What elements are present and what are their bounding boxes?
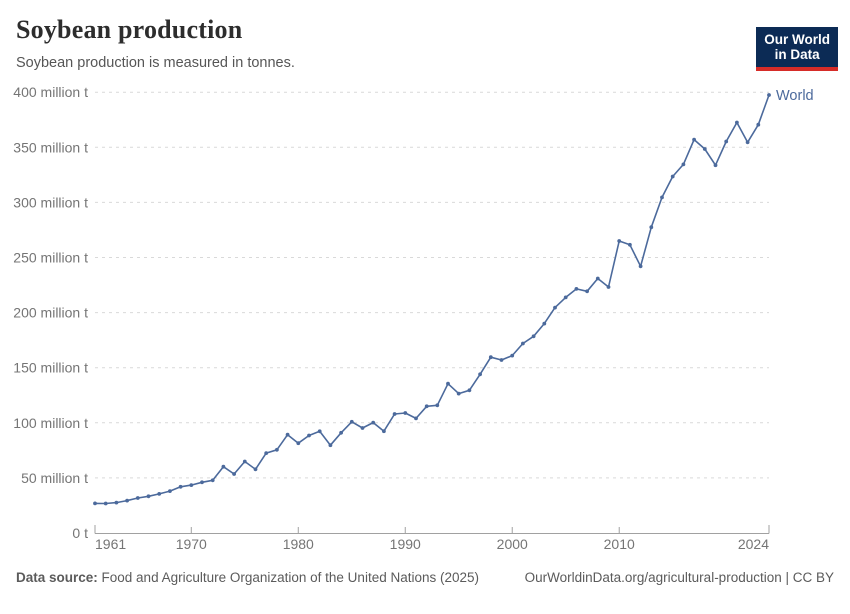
data-point-marker (275, 447, 279, 452)
data-point-marker (210, 478, 215, 483)
data-point-marker (478, 372, 482, 377)
data-point-marker (574, 287, 579, 291)
data-point-marker (499, 358, 504, 362)
owid-url-link[interactable]: OurWorldinData.org/agricultural-producti… (524, 570, 834, 585)
data-point-marker (510, 353, 515, 358)
data-point-marker (339, 430, 343, 435)
data-point-marker (713, 163, 718, 168)
data-point-marker (767, 93, 771, 97)
y-axis-tick-label: 300 million t (13, 194, 88, 210)
data-point-marker (382, 429, 386, 434)
data-point-marker (296, 441, 301, 446)
data-point-marker (285, 432, 290, 437)
data-point-marker (756, 122, 761, 127)
data-point-marker (371, 420, 376, 425)
series-end-label: World (776, 88, 814, 104)
data-point-marker (93, 501, 97, 506)
y-axis-tick-label: 400 million t (13, 85, 88, 100)
x-axis-tick-label: 1990 (390, 536, 421, 552)
data-point-marker (264, 451, 269, 455)
data-point-marker (328, 443, 333, 448)
data-point-marker (200, 480, 204, 485)
y-axis-tick-label: 50 million t (21, 470, 88, 486)
x-axis-tick-label: 2024 (738, 536, 769, 552)
y-axis-tick-label: 0 t (72, 525, 88, 541)
page-subtitle: Soybean production is measured in tonnes… (16, 55, 295, 71)
data-point-marker (617, 239, 622, 243)
data-point-marker (317, 429, 322, 434)
owid-logo-line2: in Data (774, 47, 820, 62)
owid-logo-line1: Our World (764, 32, 830, 47)
data-point-marker (157, 492, 162, 496)
data-point-marker (146, 494, 151, 499)
x-axis-tick-label: 1970 (176, 536, 207, 552)
data-source-note: Data source: Food and Agriculture Organi… (16, 569, 479, 586)
data-source-text: Food and Agriculture Organization of the… (97, 570, 480, 585)
world-series-line[interactable] (94, 94, 770, 505)
data-point-marker (178, 484, 183, 489)
data-point-marker (221, 464, 226, 469)
data-point-marker (660, 195, 664, 200)
data-point-marker (563, 295, 568, 300)
data-point-marker (168, 489, 172, 493)
data-point-marker (553, 305, 557, 310)
data-point-marker (521, 341, 525, 346)
data-point-marker (360, 426, 365, 430)
line-chart: 0 t 50 million t 100 million t 150 million … (13, 84, 814, 552)
data-point-marker (702, 147, 707, 151)
owid-logo[interactable]: Our World in Data (756, 27, 838, 71)
data-point-marker (446, 381, 450, 386)
data-point-marker (670, 174, 675, 179)
data-point-marker (585, 289, 589, 294)
y-axis-tick-label: 350 million t (13, 139, 88, 155)
data-point-marker (735, 120, 739, 125)
x-axis-tick-label: 2000 (497, 536, 528, 552)
data-point-marker (638, 264, 643, 269)
data-point-marker (724, 139, 729, 144)
data-point-marker (189, 483, 194, 487)
data-point-marker (414, 416, 418, 421)
data-source-label: Data source: (16, 570, 98, 585)
data-point-marker (745, 140, 750, 145)
data-point-marker (542, 321, 547, 326)
data-point-marker (692, 137, 696, 142)
data-point-marker (307, 433, 311, 438)
data-point-marker (595, 276, 600, 281)
data-point-marker (125, 498, 129, 503)
data-point-marker (114, 500, 119, 505)
data-point-marker (628, 242, 632, 247)
data-point-marker (488, 355, 493, 360)
x-axis-tick-label: 1980 (283, 536, 314, 552)
data-point-marker (435, 403, 440, 408)
data-point-marker (606, 285, 611, 289)
chart-area: 0 t 50 million t 100 million t 150 million … (0, 84, 850, 560)
x-axis-tick-label: 2010 (604, 536, 635, 552)
data-point-marker (103, 501, 108, 506)
data-point-marker (349, 419, 354, 424)
data-point-marker (392, 412, 397, 416)
y-axis-tick-label: 100 million t (13, 415, 88, 431)
data-point-marker (253, 467, 258, 472)
y-axis-tick-label: 250 million t (13, 250, 88, 266)
x-axis-tick-label: 1961 (95, 536, 126, 552)
data-point-marker (456, 391, 461, 396)
y-axis-tick-label: 200 million t (13, 305, 88, 321)
data-point-marker (403, 411, 408, 415)
data-point-marker (531, 334, 536, 339)
data-point-marker (135, 496, 140, 500)
data-point-marker (681, 162, 686, 167)
y-axis-tick-label: 150 million t (13, 360, 88, 376)
data-point-marker (424, 404, 429, 409)
data-point-marker (232, 472, 237, 476)
data-point-marker (467, 388, 472, 393)
page-title: Soybean production (16, 15, 243, 44)
data-point-marker (649, 225, 654, 230)
chart-footer: Data source: Food and Agriculture Organi… (0, 569, 850, 586)
data-point-marker (242, 459, 247, 464)
